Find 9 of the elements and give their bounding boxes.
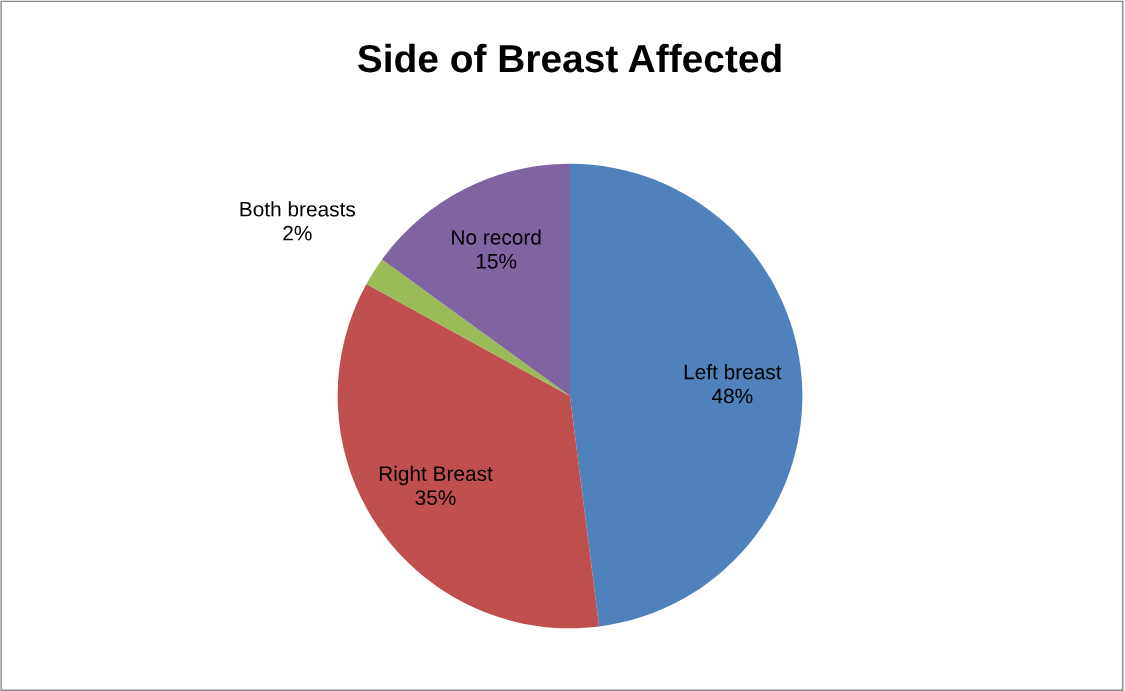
slice-label: Right Breast — [379, 465, 493, 486]
data-label: 35% — [415, 490, 456, 505]
chart-title: Side of Breast Affected — [357, 43, 781, 73]
slice-label: Both breasts — [240, 201, 356, 217]
data-label: 15% — [476, 253, 517, 269]
slice-label: No record — [452, 229, 541, 245]
data-label: 2% — [283, 225, 312, 241]
slice-label: Left breast — [684, 364, 782, 380]
data-label: 48% — [711, 388, 753, 404]
